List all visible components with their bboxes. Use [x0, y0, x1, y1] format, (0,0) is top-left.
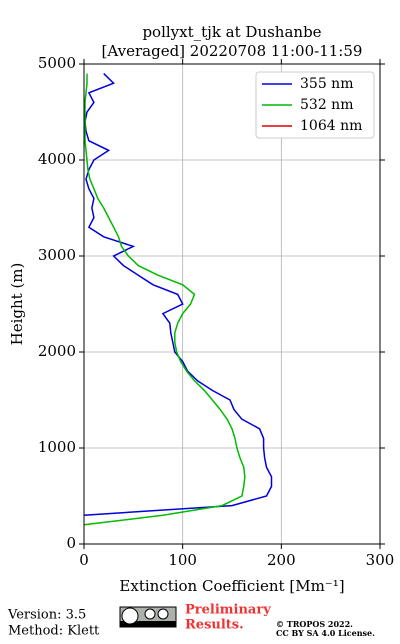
- x-tick-label: 0: [79, 551, 89, 569]
- method: Method: Klett: [8, 624, 100, 639]
- chart-title: pollyxt_tjk at Dushanbe: [142, 23, 321, 41]
- legend-label: 355 nm: [300, 76, 353, 92]
- x-tick-label: 100: [168, 551, 197, 569]
- copyright: © TROPOS 2022.: [276, 619, 353, 629]
- legend-label: 1064 nm: [300, 118, 362, 134]
- cc-logo: [119, 606, 177, 628]
- y-tick-label: 1000: [38, 438, 76, 456]
- series-line: [83, 73, 273, 516]
- y-tick-label: 2000: [38, 342, 76, 360]
- copyright: CC BY SA 4.0 License.: [276, 628, 375, 638]
- x-axis-label: Extinction Coefficient [Mm⁻¹]: [119, 577, 344, 595]
- y-tick-label: 4000: [38, 150, 76, 168]
- version: Version: 3.5: [7, 608, 86, 623]
- preliminary-note: Results.: [185, 618, 244, 633]
- plot-frame: [83, 63, 381, 545]
- y-tick-label: 0: [66, 534, 76, 552]
- preliminary-note: Preliminary: [185, 603, 271, 618]
- series-line: [83, 73, 246, 526]
- legend-box: [255, 71, 375, 139]
- y-axis-label: Height (m): [8, 263, 26, 346]
- y-tick-label: 5000: [38, 54, 76, 72]
- x-tick-label: 300: [366, 551, 395, 569]
- y-tick-label: 3000: [38, 246, 76, 264]
- legend-label: 532 nm: [300, 97, 353, 113]
- x-tick-label: 200: [267, 551, 296, 569]
- chart-subtitle: [Averaged] 20220708 11:00-11:59: [102, 42, 363, 60]
